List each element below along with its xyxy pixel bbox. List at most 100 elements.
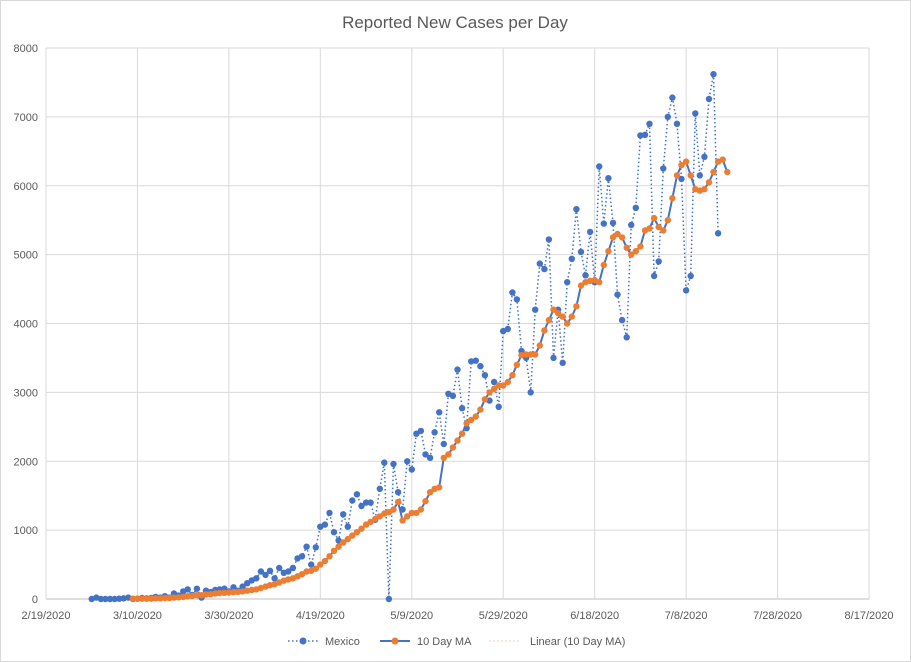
ma-point [486,389,493,396]
ma-point [330,547,338,554]
ma-point [129,595,137,602]
mexico-point [417,427,425,435]
series-area [88,71,731,603]
y-tick-label: 0 [32,594,38,606]
ma-point [550,306,557,313]
ma-point [628,251,635,258]
ma-point [618,234,626,241]
ma-point [312,565,319,572]
mexico-point [426,454,434,461]
ma-point [175,594,182,601]
ma-point [678,161,685,169]
ma-point [422,498,429,505]
mexico-point [673,120,681,128]
mexico-point [381,459,388,466]
ma-point [504,378,511,386]
ma-point [614,230,621,238]
legend-linear-label: Linear (10 Day MA) [530,636,625,648]
mexico-point [285,568,292,575]
ma-point [344,535,351,543]
mexico-point [692,110,699,117]
mexico-point [527,389,534,396]
ma-point [216,589,223,597]
mexico-point [714,230,722,237]
mexico-point [481,372,489,379]
ma-point [605,248,612,255]
x-tick-label: 7/8/2020 [665,610,708,622]
ma-point [532,351,539,358]
legend-mexico-label: Mexico [325,636,360,648]
x-tick-label: 8/17/2020 [845,610,894,622]
ma-point [710,168,717,176]
legend-item-mexico: Mexico [288,636,360,648]
ma-point [646,225,653,232]
legend-mexico-marker [299,637,307,645]
mexico-point [495,403,502,410]
ma-point [193,592,201,599]
ma-point [545,316,553,324]
mexico-point [394,489,402,496]
ma-point [340,539,347,546]
x-tick-label: 4/19/2020 [296,610,345,622]
mexico-point [376,485,383,492]
ma-point [701,186,708,193]
ma-point [408,509,415,517]
mexico-point [244,580,251,587]
ma-point [500,382,507,389]
ma-point [170,594,178,601]
ma-point [522,351,530,358]
mexico-point [660,165,667,172]
ma-point [577,282,585,289]
mexico-point [111,595,118,603]
ma-point [564,320,571,327]
mexico-point [564,279,571,286]
mexico-point [349,497,356,504]
ma-point [321,557,329,565]
mexico-point [303,543,310,550]
mexico-point [472,357,479,364]
ma-point [134,595,141,602]
ma-point [509,372,516,379]
mexico-point [509,289,516,296]
ma-point [650,214,658,222]
ma-point [664,217,671,224]
mexico-point [477,363,484,370]
mexico-point [701,153,708,160]
ma-point [417,506,425,513]
ma-point [445,451,452,458]
mexico-point [431,429,438,436]
ma-point [440,454,447,461]
legend-item-linear-ma: Linear (10 Day MA) [489,636,625,648]
mexico-point [490,378,498,386]
ma-point [719,156,726,163]
x-tick-label: 5/9/2020 [390,610,433,622]
ma-point [394,498,402,506]
ma-point [326,553,333,560]
ma-point [143,595,150,602]
ma-point [554,310,562,317]
mexico-point [193,585,201,592]
mexico-point [650,272,658,280]
mexico-point [340,511,347,518]
mexico-point [408,466,415,473]
ma-point [449,444,457,451]
ma-point [609,234,617,241]
mexico-point [239,583,246,590]
ma-point [234,588,242,595]
ma-point [705,179,713,186]
ma-point [353,529,361,536]
mexico-point [458,405,466,412]
ma-point [367,518,374,526]
ma-point [202,591,210,598]
ma-point [152,595,159,602]
y-tick-label: 4000 [14,319,38,331]
mexico-point [422,451,429,458]
mexico-point [586,228,594,236]
mexico-point [577,248,585,256]
ma-point [335,543,342,550]
ma-point [358,525,365,532]
ma-point [477,406,484,413]
ma-point [317,561,324,568]
legend-ma-marker [391,637,399,645]
